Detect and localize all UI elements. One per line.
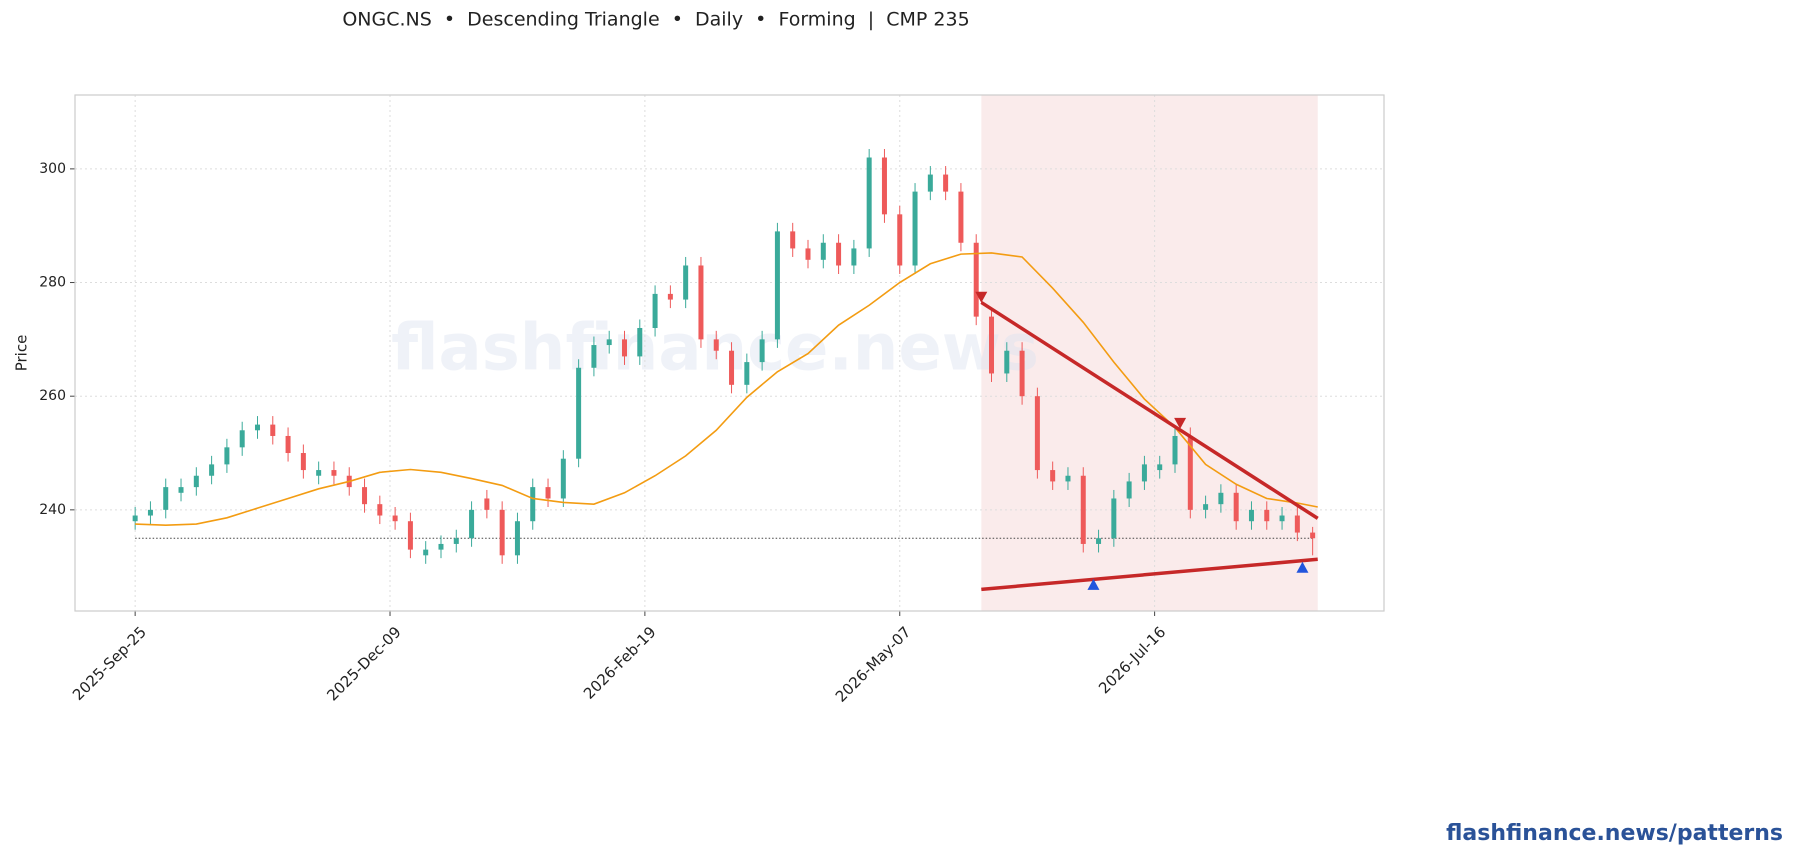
candle-body xyxy=(1034,396,1040,471)
candle-body xyxy=(484,498,490,510)
candle-body xyxy=(637,327,643,357)
candle-body xyxy=(881,157,887,215)
candle-body xyxy=(1248,509,1254,522)
plot-frame xyxy=(74,94,1385,612)
candle-body xyxy=(392,515,398,522)
candle-body xyxy=(1218,492,1224,505)
candle-body xyxy=(1080,475,1086,544)
candle-body xyxy=(820,242,826,260)
candle-body xyxy=(285,435,291,454)
moving-average xyxy=(135,252,1318,526)
resistance-line xyxy=(980,300,1319,520)
candle-body xyxy=(209,464,215,476)
candle-body xyxy=(1310,532,1316,539)
x-tick-label: 2025-Dec-09 xyxy=(323,623,404,704)
peak-marker xyxy=(975,291,988,303)
candle-body xyxy=(560,458,566,499)
candle-body xyxy=(1279,515,1285,522)
candle-body xyxy=(667,293,673,300)
candle-body xyxy=(438,543,444,550)
candle-body xyxy=(1264,509,1270,522)
candle-body xyxy=(1065,475,1071,482)
candle-body xyxy=(1294,515,1300,533)
candle-body xyxy=(270,424,276,436)
candle-body xyxy=(1141,464,1147,482)
candle-body xyxy=(239,430,245,448)
candle-body xyxy=(805,248,811,260)
chart-title: ONGC.NS • Descending Triangle • Daily • … xyxy=(342,9,969,31)
candle-body xyxy=(897,214,903,266)
candle-body xyxy=(1126,481,1132,499)
x-tick-label: 2025-Sep-25 xyxy=(69,623,150,704)
candle-body xyxy=(576,367,582,459)
candle-body xyxy=(362,487,368,505)
y-tick-label: 260 xyxy=(39,388,66,404)
candle-body xyxy=(423,549,429,556)
candle-body xyxy=(178,487,184,493)
candle-body xyxy=(927,174,933,192)
x-tick-label: 2026-Feb-19 xyxy=(580,623,660,703)
candle-body xyxy=(851,248,857,266)
trough-marker xyxy=(1087,578,1100,590)
candle-body xyxy=(1004,350,1010,374)
candle-body xyxy=(224,447,230,465)
candle-body xyxy=(1157,464,1163,471)
candle-body xyxy=(254,424,260,431)
y-tick-label: 280 xyxy=(39,275,66,291)
candle-body xyxy=(1203,504,1209,510)
candle-body xyxy=(606,339,612,346)
candle-body xyxy=(866,157,872,249)
y-tick-label: 300 xyxy=(39,161,66,177)
candle-body xyxy=(973,242,979,317)
x-tick-label: 2026-Jul-16 xyxy=(1095,623,1169,697)
candle-body xyxy=(943,174,949,192)
candle-body xyxy=(1172,435,1178,465)
candle-body xyxy=(300,453,306,471)
candle-body xyxy=(621,339,627,357)
candle-body xyxy=(958,191,964,243)
candle-body xyxy=(912,191,918,266)
candle-body xyxy=(744,362,750,385)
candle-body xyxy=(1111,498,1117,539)
candle-body xyxy=(989,316,995,374)
candle-body xyxy=(836,242,842,266)
candle-body xyxy=(1233,492,1239,522)
candle-body xyxy=(514,521,520,556)
candle-body xyxy=(316,470,322,476)
candle-body xyxy=(1187,435,1193,510)
candle-body xyxy=(591,345,597,368)
candle-body xyxy=(453,538,459,544)
candle-body xyxy=(163,487,169,510)
candle-body xyxy=(652,293,658,328)
support-line xyxy=(981,557,1318,592)
footer: flashfinance.news/patterns xyxy=(1446,821,1783,846)
candle-body xyxy=(683,265,689,300)
candle-body xyxy=(729,350,735,385)
candle-body xyxy=(331,470,337,476)
candle-body xyxy=(1019,350,1025,397)
candle-body xyxy=(377,504,383,516)
candle-body xyxy=(147,509,153,516)
candle-body xyxy=(713,339,719,351)
x-tick-label: 2026-May-07 xyxy=(832,623,915,706)
candle-body xyxy=(774,231,780,340)
candle-body xyxy=(193,475,199,488)
candle-body xyxy=(469,509,475,539)
pattern-region xyxy=(981,95,1318,611)
candle-body xyxy=(790,231,796,249)
candle-body xyxy=(759,339,765,363)
candle-body xyxy=(545,487,551,499)
candle-body xyxy=(499,509,505,556)
peak-marker xyxy=(1174,417,1187,429)
candle-body xyxy=(698,265,704,340)
trough-marker xyxy=(1296,561,1309,573)
candle-body xyxy=(407,521,413,550)
y-tick-label: 240 xyxy=(39,502,66,518)
y-axis-label: Price xyxy=(13,335,31,372)
candle-body xyxy=(1096,538,1102,544)
candle-body xyxy=(1050,470,1056,482)
candle-body xyxy=(132,515,138,522)
candle-body xyxy=(530,487,536,522)
